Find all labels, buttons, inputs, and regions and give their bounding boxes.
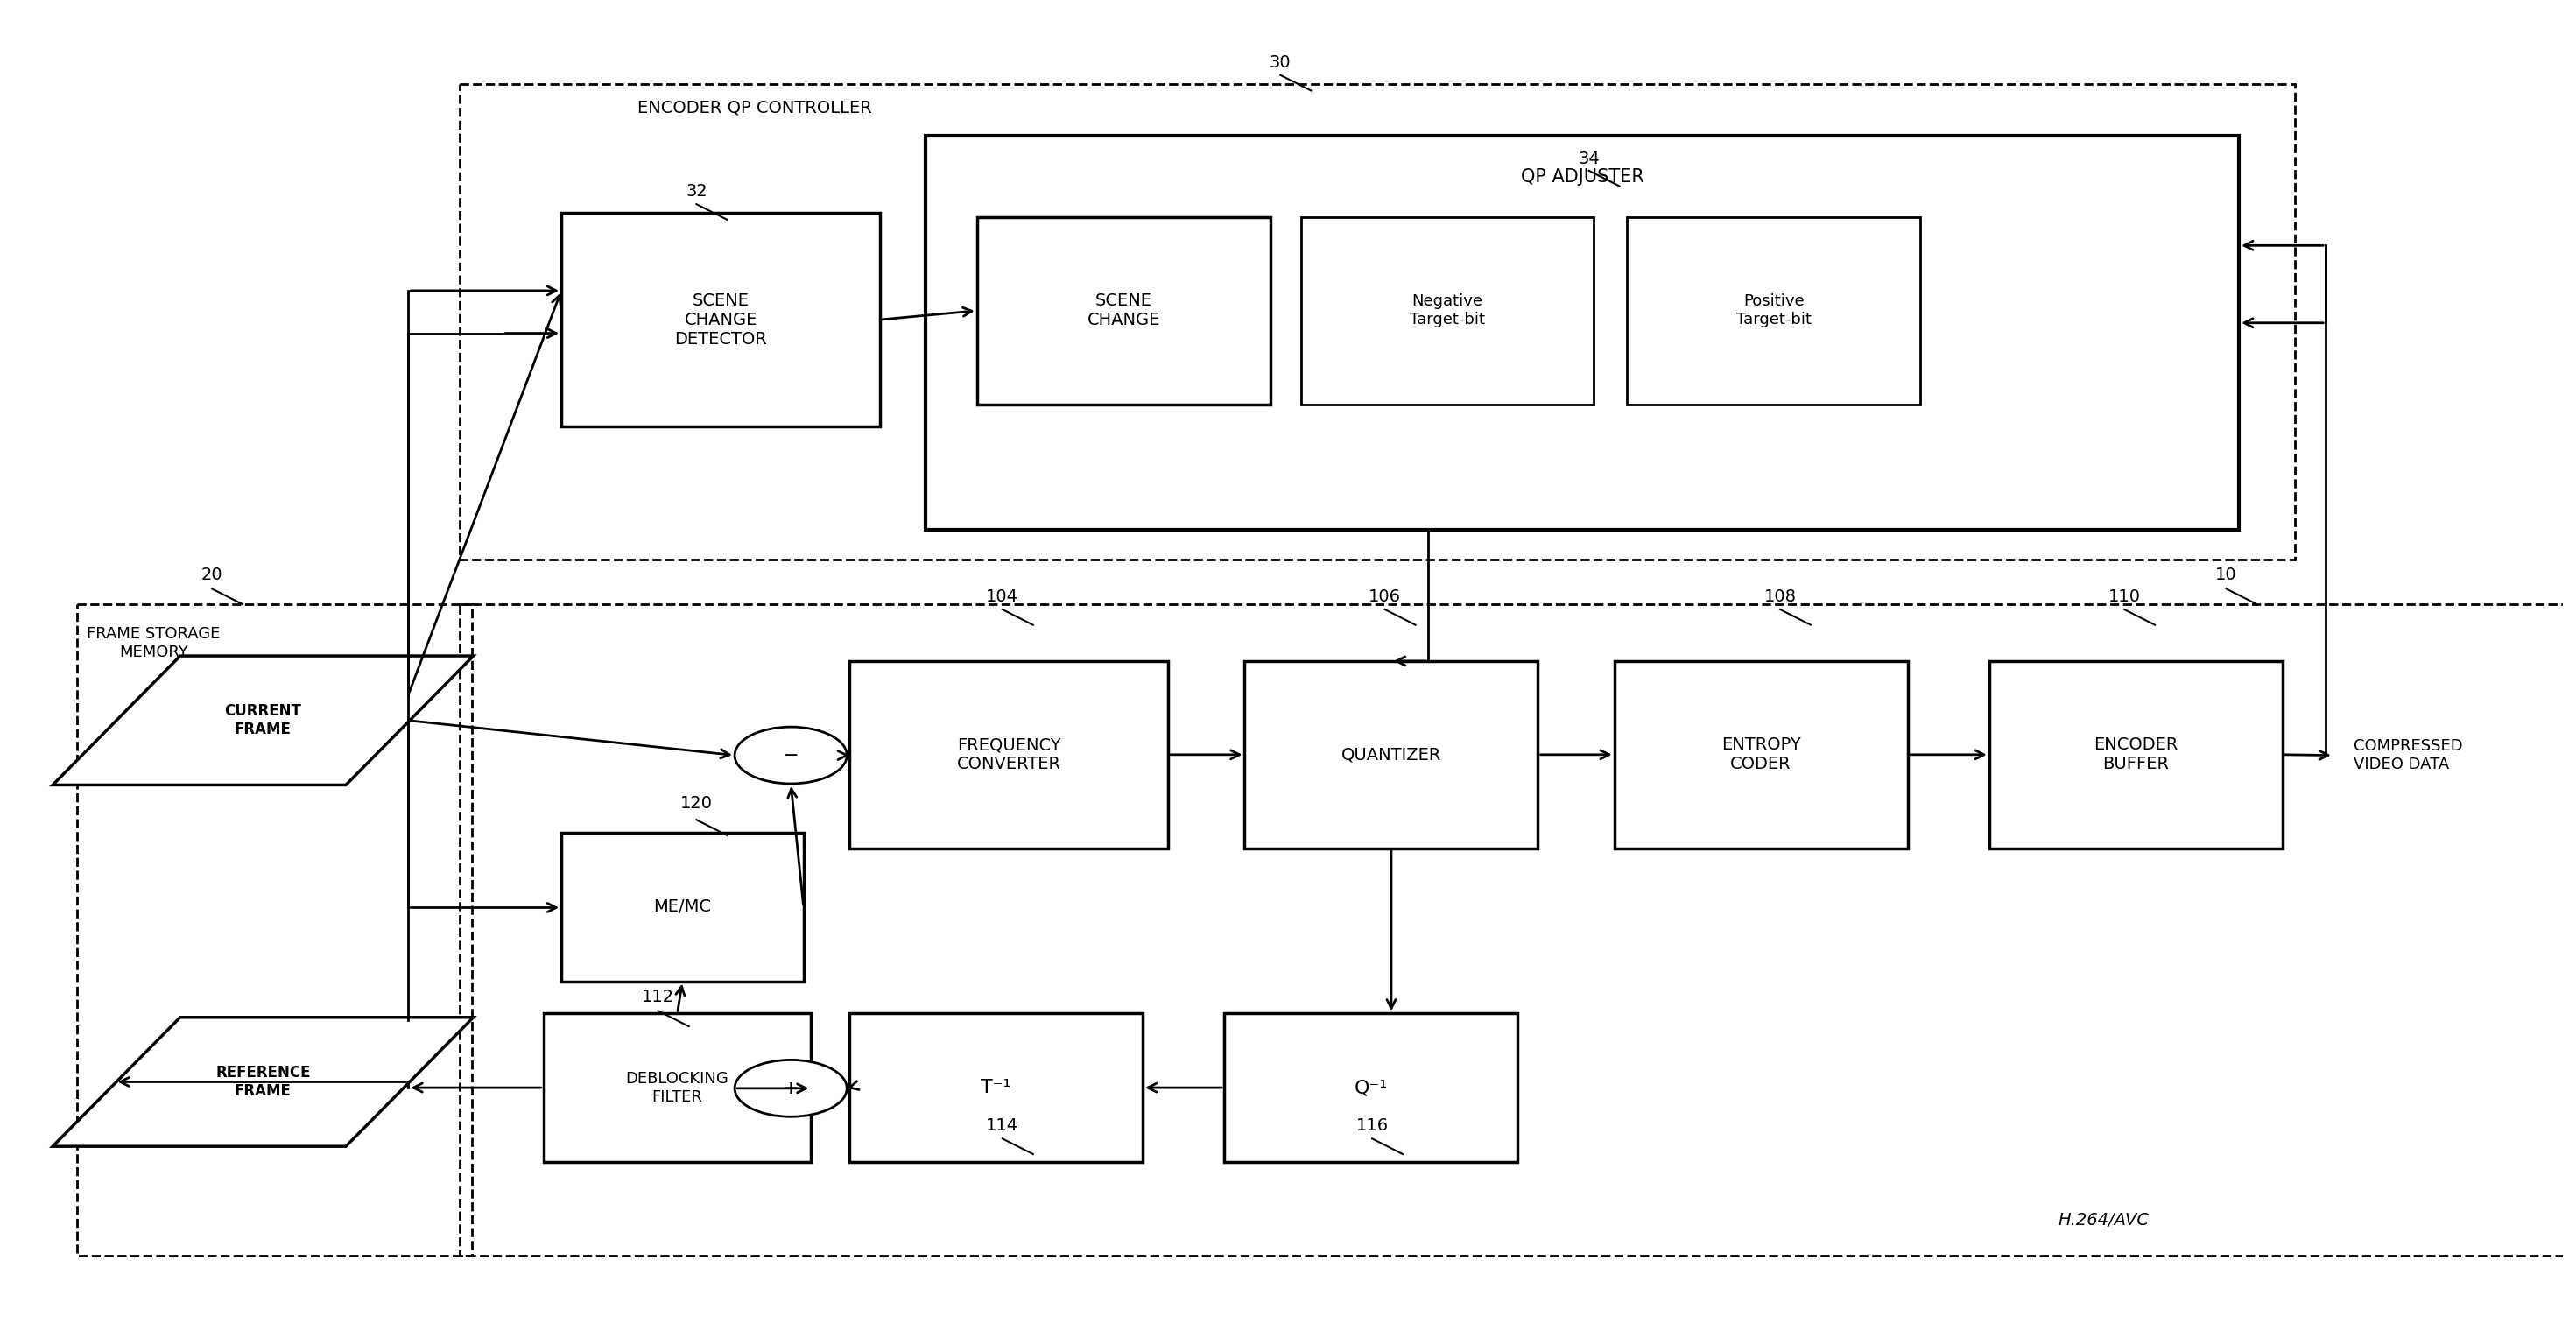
Bar	[1301, 217, 1595, 404]
Text: CURRENT
FRAME: CURRENT FRAME	[224, 703, 301, 738]
Text: +: +	[783, 1080, 799, 1097]
Text: SCENE
CHANGE: SCENE CHANGE	[1087, 292, 1159, 329]
Polygon shape	[52, 656, 474, 785]
Text: ENCODER QP CONTROLLER: ENCODER QP CONTROLLER	[639, 99, 873, 116]
Text: 110: 110	[2107, 589, 2141, 605]
Circle shape	[734, 727, 848, 784]
Text: QUANTIZER: QUANTIZER	[1342, 747, 1443, 763]
Text: Negative
Target-bit: Negative Target-bit	[1409, 294, 1484, 328]
Bar	[544, 1014, 811, 1162]
Text: 20: 20	[201, 566, 222, 583]
Bar	[562, 832, 804, 981]
Text: 116: 116	[1355, 1117, 1388, 1134]
Bar	[77, 605, 471, 1256]
Text: 34: 34	[1579, 150, 1600, 167]
Bar	[850, 661, 1167, 848]
Bar	[1628, 217, 1919, 404]
Text: Positive
Target-bit: Positive Target-bit	[1736, 294, 1811, 328]
Text: −: −	[783, 747, 799, 764]
Text: 32: 32	[685, 183, 708, 200]
Text: QP ADJUSTER: QP ADJUSTER	[1520, 169, 1643, 186]
Bar	[850, 1014, 1144, 1162]
Text: 108: 108	[1765, 589, 1795, 605]
Circle shape	[734, 1060, 848, 1117]
Text: FRAME STORAGE
MEMORY: FRAME STORAGE MEMORY	[88, 626, 219, 660]
Bar	[562, 213, 881, 427]
Text: ENCODER
BUFFER: ENCODER BUFFER	[2094, 736, 2177, 773]
Text: 106: 106	[1368, 589, 1401, 605]
Text: T⁻¹: T⁻¹	[981, 1079, 1012, 1097]
Bar	[976, 217, 1270, 404]
Text: ENTROPY
CODER: ENTROPY CODER	[1721, 736, 1801, 773]
Bar	[459, 605, 2576, 1256]
Bar	[1615, 661, 1909, 848]
Polygon shape	[52, 1017, 474, 1146]
Bar	[925, 136, 2239, 529]
Text: REFERENCE
FRAME: REFERENCE FRAME	[216, 1065, 312, 1098]
Text: FREQUENCY
CONVERTER: FREQUENCY CONVERTER	[956, 736, 1061, 773]
Text: 30: 30	[1270, 54, 1291, 71]
Text: 114: 114	[987, 1117, 1018, 1134]
Text: 120: 120	[680, 794, 714, 811]
Bar	[1244, 661, 1538, 848]
Text: ME/MC: ME/MC	[654, 898, 711, 915]
Text: Q⁻¹: Q⁻¹	[1355, 1079, 1388, 1097]
Bar	[1224, 1014, 1517, 1162]
Text: SCENE
CHANGE
DETECTOR: SCENE CHANGE DETECTOR	[675, 292, 768, 348]
Text: 104: 104	[987, 589, 1018, 605]
Text: 112: 112	[641, 988, 675, 1005]
Text: COMPRESSED
VIDEO DATA: COMPRESSED VIDEO DATA	[2354, 739, 2463, 772]
Text: H.264/AVC: H.264/AVC	[2058, 1212, 2148, 1229]
Bar	[1989, 661, 2282, 848]
Text: 10: 10	[2215, 566, 2236, 583]
Bar	[459, 84, 2295, 560]
Text: DEBLOCKING
FILTER: DEBLOCKING FILTER	[626, 1071, 729, 1105]
